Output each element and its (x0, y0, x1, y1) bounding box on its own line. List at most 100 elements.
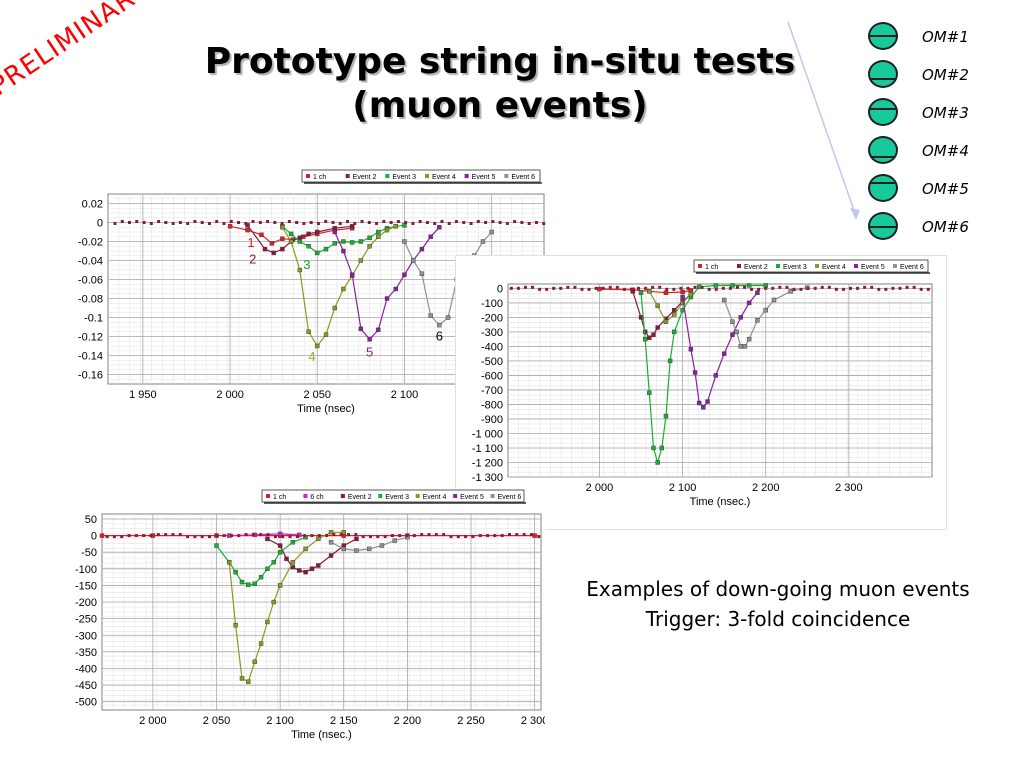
baseline-point (735, 285, 739, 289)
data-point (99, 533, 105, 538)
baseline-point (764, 286, 768, 290)
data-point (323, 246, 329, 252)
baseline-point (785, 285, 789, 289)
data-point (763, 283, 768, 288)
baseline-point (792, 287, 796, 291)
baseline-point (266, 220, 270, 223)
data-point (280, 246, 285, 252)
series-line (229, 225, 353, 245)
data-point (367, 337, 372, 342)
legend-swatch (893, 264, 897, 268)
data-point (288, 239, 294, 244)
baseline-point (302, 222, 306, 225)
data-point (663, 413, 669, 419)
optical-module-icon (868, 60, 898, 88)
baseline-point (469, 222, 473, 225)
data-point (419, 271, 425, 277)
x-tick-label: 2 100 (391, 389, 419, 401)
baseline-point (382, 220, 386, 223)
baseline-point (728, 286, 732, 290)
legend-swatch (453, 494, 458, 498)
baseline-point (651, 285, 655, 289)
data-point (730, 332, 735, 337)
data-point (341, 286, 346, 292)
baseline-point (542, 222, 546, 225)
baseline-point (186, 222, 190, 225)
baseline-point (237, 534, 241, 538)
baseline-point (594, 286, 598, 290)
data-point (788, 289, 793, 294)
baseline-point (339, 533, 343, 537)
baseline-point (251, 220, 255, 223)
legend-label: 6 ch (310, 494, 323, 501)
baseline-point (534, 221, 538, 224)
data-point (597, 286, 602, 292)
y-tick-label: -100 (75, 564, 97, 576)
data-point (271, 599, 276, 605)
baseline-point (156, 533, 160, 537)
om-row-4: OM#4 (868, 136, 1018, 174)
data-point (290, 559, 296, 565)
data-point (284, 556, 289, 562)
y-tick-label: -350 (75, 647, 97, 659)
baseline-point (462, 221, 466, 224)
data-point (239, 579, 245, 585)
legend-label: Event 2 (348, 494, 372, 501)
data-point (252, 581, 257, 586)
baseline-point (449, 535, 453, 539)
data-point (233, 569, 238, 575)
data-point (358, 239, 364, 244)
data-point (341, 239, 346, 244)
data-point (663, 319, 669, 324)
baseline-point (280, 222, 284, 225)
baseline-point (178, 533, 182, 537)
data-point (638, 315, 644, 320)
baseline-point (229, 534, 233, 538)
baseline-point (142, 534, 146, 538)
x-tick-label: 2 300 (835, 482, 863, 494)
baseline-point (820, 285, 824, 289)
baseline-point (207, 222, 211, 225)
baseline-point (608, 285, 612, 289)
data-point (667, 358, 673, 364)
baseline-point (200, 535, 204, 539)
title-line-1: Prototype string in-situ tests (204, 41, 796, 82)
baseline-point (171, 222, 175, 225)
baseline-point (251, 533, 255, 537)
baseline-point (891, 286, 895, 290)
chart-svg: 0.02 0 -0.02 -0.04 -0.06 -0.08 -0.1 -0.12 -0.14 -… (78, 169, 546, 415)
baseline-point (331, 221, 335, 224)
legend-swatch (464, 174, 469, 178)
legend-swatch (303, 494, 308, 498)
legend-swatch (854, 264, 858, 268)
baseline-point (693, 285, 697, 289)
chart-svg: 0 -100 -200 -300 -400 -500 -600 -700 -800 -900 -1 … (472, 259, 933, 508)
data-point (297, 568, 302, 573)
data-point (647, 289, 652, 294)
baseline-point (404, 221, 408, 224)
legend-swatch (266, 494, 270, 498)
baseline-point (629, 287, 633, 291)
data-point (697, 284, 702, 290)
data-point (354, 548, 359, 553)
baseline-point (259, 533, 263, 537)
baseline-point (222, 534, 226, 538)
baseline-point (149, 222, 153, 225)
legend-swatch (737, 264, 741, 268)
data-point (258, 641, 264, 646)
data-point (419, 246, 425, 252)
peak-annotation: 1 (247, 235, 254, 250)
data-point (367, 244, 372, 249)
baseline-point (849, 286, 853, 290)
baseline-point (527, 222, 531, 225)
x-tick-label: 2 100 (266, 715, 294, 727)
legend-box (301, 169, 541, 183)
data-point (672, 307, 677, 313)
baseline-point (433, 222, 437, 225)
optical-module-icon (868, 212, 898, 240)
baseline-point (353, 222, 357, 225)
baseline-point (157, 220, 161, 223)
data-point (697, 400, 702, 406)
legend-label: Event 6 (511, 174, 535, 181)
baseline-point (520, 221, 524, 224)
